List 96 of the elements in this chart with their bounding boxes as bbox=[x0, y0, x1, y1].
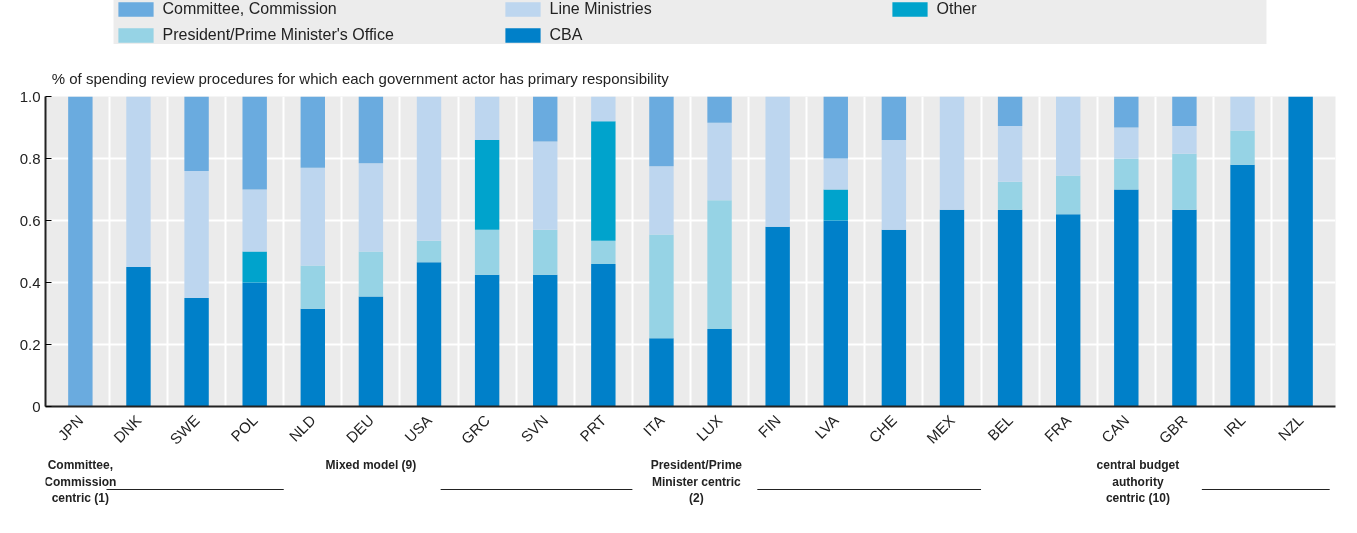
y-tick-label: 0.2 bbox=[19, 335, 41, 353]
bar bbox=[533, 229, 558, 275]
bar bbox=[242, 189, 267, 252]
bar bbox=[533, 96, 558, 142]
bar bbox=[707, 200, 732, 329]
bar bbox=[533, 141, 558, 230]
x-tick-label: FIN bbox=[754, 411, 784, 441]
bar bbox=[68, 96, 93, 407]
legend-label: President/Prime Minister's Office bbox=[162, 26, 395, 44]
bar bbox=[649, 338, 674, 407]
text: central budget authority centric (10) bbox=[1096, 457, 1180, 506]
bar bbox=[649, 96, 674, 167]
bar bbox=[300, 308, 325, 407]
bar bbox=[1056, 175, 1081, 215]
text: President/Prime Minister centric (2) bbox=[650, 457, 743, 506]
bar bbox=[707, 122, 732, 201]
bar bbox=[707, 96, 732, 123]
bar bbox=[474, 229, 500, 275]
y-tick-label: 1.0 bbox=[19, 87, 41, 105]
bar bbox=[533, 274, 558, 407]
bar bbox=[591, 263, 616, 407]
text: Committee, Commission centric (1) bbox=[44, 457, 117, 506]
legend-label: Other bbox=[936, 0, 978, 18]
x-tick-label: BEL bbox=[984, 411, 1017, 444]
x-tick-label: NZL bbox=[1274, 411, 1307, 444]
x-tick-label: POL bbox=[227, 411, 261, 445]
bar bbox=[416, 96, 442, 241]
bar bbox=[1172, 209, 1197, 407]
bar bbox=[242, 282, 267, 407]
bar bbox=[823, 96, 848, 159]
bar bbox=[1056, 96, 1081, 176]
y-tick-label: 0.8 bbox=[19, 149, 41, 167]
x-tick-label: ITA bbox=[639, 411, 668, 440]
y-tick-label: 0.4 bbox=[19, 273, 41, 291]
bar bbox=[997, 181, 1023, 210]
bar bbox=[474, 139, 500, 230]
bar bbox=[1114, 189, 1139, 407]
bar bbox=[242, 96, 267, 190]
bar bbox=[416, 262, 442, 407]
bar bbox=[300, 167, 325, 266]
bar bbox=[358, 163, 384, 252]
bar bbox=[358, 251, 384, 297]
bar bbox=[881, 229, 907, 407]
x-tick-label: USA bbox=[401, 411, 436, 446]
bar bbox=[358, 296, 384, 407]
bar bbox=[358, 96, 384, 164]
bar bbox=[474, 96, 500, 140]
bar bbox=[881, 139, 907, 230]
bar bbox=[300, 265, 325, 309]
bar bbox=[823, 158, 848, 190]
bar bbox=[1172, 153, 1197, 210]
bar bbox=[823, 189, 848, 221]
legend-label: Line Ministries bbox=[549, 0, 653, 18]
bar bbox=[126, 267, 151, 407]
bar bbox=[997, 96, 1023, 126]
bar bbox=[184, 96, 209, 171]
text: Mixed model (9) bbox=[325, 457, 417, 472]
bar bbox=[1056, 214, 1081, 407]
y-axis-title: % of spending review procedures for which each government actor has primary responsibility bbox=[51, 69, 670, 87]
bar bbox=[591, 96, 616, 122]
bar bbox=[416, 240, 442, 263]
bar bbox=[1114, 158, 1139, 190]
bar bbox=[242, 251, 267, 283]
bar bbox=[591, 240, 616, 264]
bar bbox=[1230, 96, 1255, 131]
bar bbox=[591, 121, 616, 241]
bar bbox=[939, 209, 965, 407]
bar bbox=[881, 96, 907, 140]
bar bbox=[1114, 96, 1139, 128]
x-tick-label: LVA bbox=[811, 411, 842, 442]
bar bbox=[474, 274, 500, 407]
legend-label: Committee, Commission bbox=[162, 0, 338, 18]
bar bbox=[126, 96, 151, 267]
bar bbox=[649, 166, 674, 235]
bar bbox=[1230, 164, 1255, 407]
x-tick-label: IRL bbox=[1220, 411, 1249, 441]
bar bbox=[649, 234, 674, 339]
y-tick-label: 0.6 bbox=[19, 211, 41, 229]
bar bbox=[823, 220, 848, 407]
bar bbox=[184, 170, 209, 298]
bar bbox=[1230, 130, 1255, 165]
bar bbox=[184, 298, 209, 407]
legend-label: CBA bbox=[549, 26, 584, 44]
bar bbox=[1288, 96, 1313, 407]
x-tick-label: FRA bbox=[1040, 411, 1075, 445]
bar bbox=[997, 209, 1023, 407]
bar bbox=[300, 96, 325, 168]
y-tick-label: 0 bbox=[32, 397, 41, 415]
bar bbox=[1172, 96, 1197, 126]
bar bbox=[939, 96, 965, 210]
bar bbox=[707, 329, 732, 407]
bar bbox=[1114, 127, 1139, 159]
bar bbox=[1172, 125, 1197, 154]
bar bbox=[765, 226, 790, 407]
bar bbox=[765, 96, 790, 227]
bar bbox=[997, 125, 1023, 182]
